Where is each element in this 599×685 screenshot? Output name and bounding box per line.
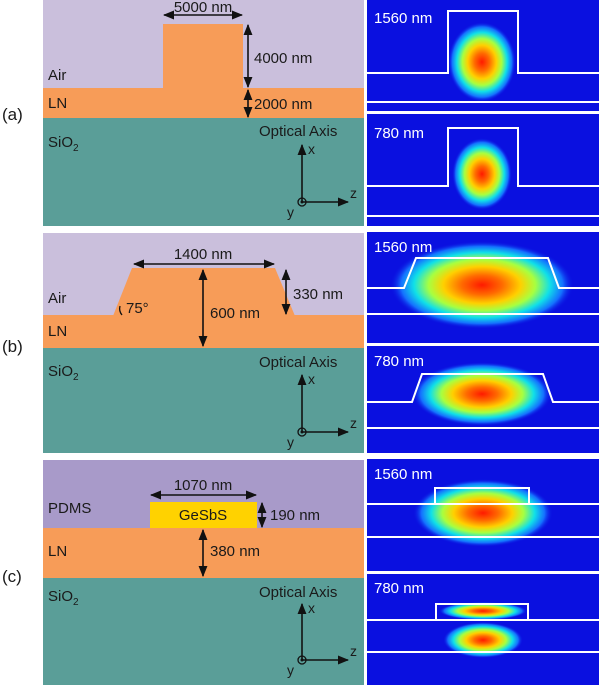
sio2-label: SiO2	[48, 363, 79, 383]
ln-ridge	[163, 24, 243, 90]
mode-strip-profile	[439, 602, 527, 620]
panel-a-label: (a)	[2, 105, 23, 124]
mode-1560-a: 1560 nm	[367, 0, 599, 111]
y-axis-label: y	[287, 662, 294, 678]
mode-1560-c: 1560 nm	[367, 459, 599, 571]
y-axis-dot	[300, 430, 304, 434]
sio2-label: SiO2	[48, 134, 79, 154]
total-height-label: 600 nm	[210, 305, 260, 322]
mode-1560-b: 1560 nm	[367, 232, 599, 343]
panel-a: (a) Air LN SiO2 5000 nm 4000 nm 2000 nm …	[2, 0, 599, 226]
z-axis-label: z	[350, 185, 357, 201]
waveguide-outline	[367, 257, 599, 289]
panel-b-label: (b)	[2, 337, 23, 356]
z-axis-label: z	[350, 415, 357, 431]
air-label: Air	[48, 290, 66, 307]
width-label: 5000 nm	[174, 0, 232, 16]
width-label: 1400 nm	[174, 246, 232, 263]
optical-axis-label: Optical Axis	[259, 584, 337, 601]
coordinate-axes: x z y	[287, 600, 357, 678]
strip-height-label: 190 nm	[270, 507, 320, 524]
slab-height-label: 2000 nm	[254, 96, 312, 113]
waveguide-outline	[367, 373, 599, 403]
panel-c: (c) PDMS LN SiO2 GeSbS 1070 nm 190 nm 38…	[2, 459, 599, 685]
ln-label: LN	[48, 95, 67, 112]
mode-wavelength-label: 1560 nm	[374, 466, 432, 483]
y-axis-dot	[300, 658, 304, 662]
mode-profile	[452, 138, 512, 210]
panel-c-cross-section: PDMS LN SiO2 GeSbS 1070 nm 190 nm 380 nm…	[43, 460, 364, 685]
ln-label: LN	[48, 543, 67, 560]
coordinate-axes: x z y	[287, 141, 357, 220]
mode-profile	[443, 622, 523, 658]
sio2-substrate	[43, 578, 364, 685]
coordinate-axes: x z y	[287, 371, 357, 450]
gesbs-strip	[150, 502, 257, 528]
ridge-height-label: 330 nm	[293, 286, 343, 303]
mode-profile	[412, 362, 552, 426]
optical-axis-label: Optical Axis	[259, 354, 337, 371]
pdms-label: PDMS	[48, 500, 91, 517]
angle-label: 75°	[126, 300, 149, 317]
mode-profile	[390, 241, 574, 329]
sio2-substrate	[43, 348, 364, 453]
mode-780-b: 780 nm	[367, 346, 599, 453]
y-axis-dot-ring	[297, 197, 307, 207]
optical-axis-label: Optical Axis	[259, 123, 337, 140]
mode-profile	[448, 22, 516, 102]
sio2-label: SiO2	[48, 588, 79, 608]
panel-c-label: (c)	[2, 567, 22, 586]
mode-780-a: 780 nm	[367, 114, 599, 226]
panel-a-cross-section: Air LN SiO2 5000 nm 4000 nm 2000 nm Opti…	[43, 0, 364, 226]
x-axis-label: x	[308, 600, 315, 616]
mode-wavelength-label: 780 nm	[374, 580, 424, 597]
y-axis-label: y	[287, 434, 294, 450]
width-label: 1070 nm	[174, 477, 232, 494]
waveguide-outline	[367, 10, 599, 74]
mode-780-c: 780 nm	[367, 574, 599, 685]
mode-profile	[413, 479, 553, 547]
panel-b: (b) Air LN SiO2 1400 nm 75° 600 nm 330 n…	[2, 232, 599, 453]
mode-wavelength-label: 1560 nm	[374, 239, 432, 256]
angle-arc	[119, 305, 123, 316]
ln-label: LN	[48, 323, 67, 340]
sio2-substrate	[43, 118, 364, 226]
mode-wavelength-label: 780 nm	[374, 125, 424, 142]
air-label: Air	[48, 67, 66, 84]
panel-b-cross-section: Air LN SiO2 1400 nm 75° 600 nm 330 nm Op…	[43, 233, 364, 453]
waveguide-outline	[367, 127, 599, 187]
y-axis-dot	[300, 200, 304, 204]
y-axis-dot-ring	[297, 655, 307, 665]
z-axis-label: z	[350, 643, 357, 659]
x-axis-label: x	[308, 141, 315, 157]
gesbs-label: GeSbS	[179, 507, 227, 524]
y-axis-dot-ring	[297, 427, 307, 437]
mode-wavelength-label: 780 nm	[374, 353, 424, 370]
x-axis-label: x	[308, 371, 315, 387]
ln-slab	[43, 88, 364, 118]
ln-height-label: 380 nm	[210, 543, 260, 560]
y-axis-label: y	[287, 204, 294, 220]
mode-wavelength-label: 1560 nm	[374, 10, 432, 27]
ridge-height-label: 4000 nm	[254, 50, 312, 67]
